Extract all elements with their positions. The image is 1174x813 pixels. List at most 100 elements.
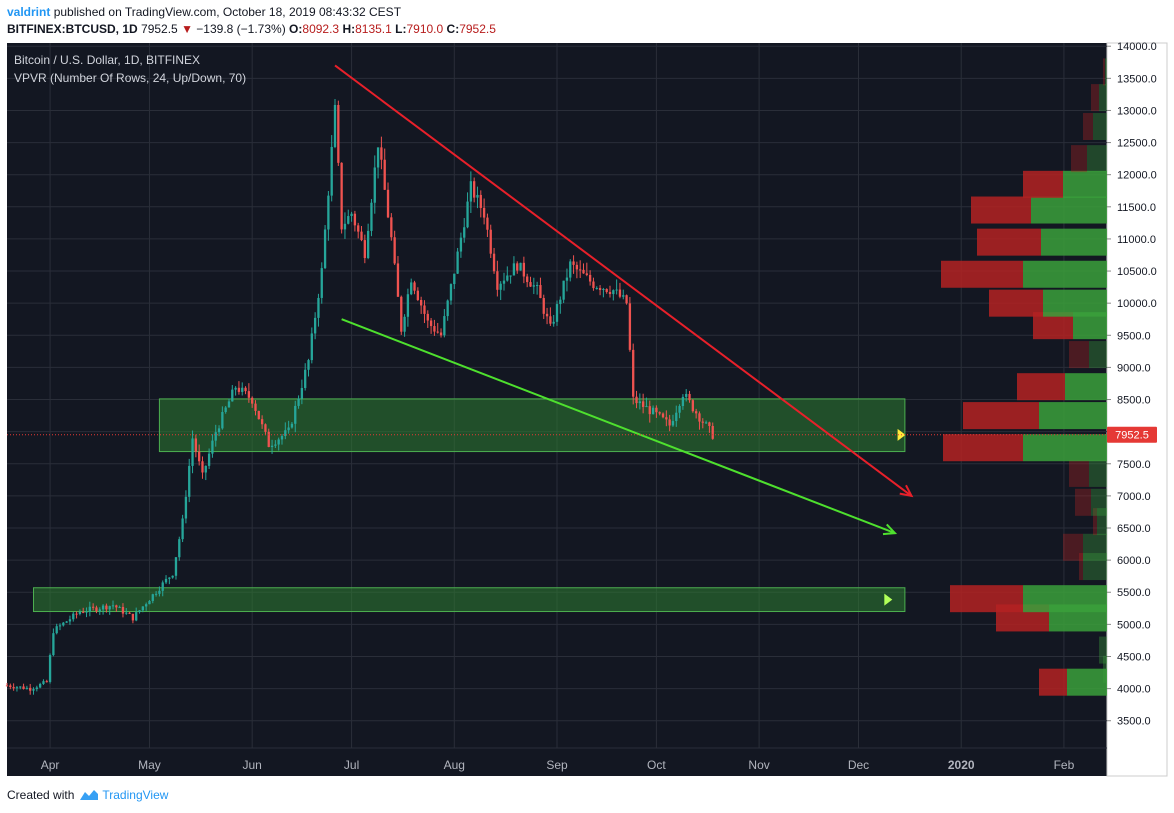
candle-body — [231, 389, 234, 402]
support-line — [341, 318, 896, 535]
candle-body — [307, 360, 310, 370]
candle-body — [178, 539, 181, 558]
candle-body — [290, 423, 294, 428]
candle-body — [380, 147, 383, 160]
candle-body — [555, 304, 559, 322]
candle-body — [443, 316, 446, 336]
support-arrowhead — [882, 523, 898, 536]
time-axis[interactable]: Apr May Jun Jul Aug Sep Oct Nov Dec 2020 Feb — [7, 747, 1107, 772]
candle-body — [645, 406, 648, 408]
price-tick-label: 7000.0 — [1117, 491, 1151, 503]
candle-body — [320, 268, 323, 298]
candle-body — [386, 189, 390, 218]
resistance-arrowhead — [899, 484, 914, 498]
price-tick-label: 13500.0 — [1117, 73, 1157, 85]
price-axis[interactable]: 3500.0 4000.0 4500.0 5000.0 5500.0 6000.0 6500… — [1107, 41, 1157, 728]
price-change: −139.8 (−1.73%) — [196, 22, 286, 36]
candle-body — [466, 201, 469, 228]
vp-down-9 — [1069, 459, 1089, 487]
open-value: 8092.3 — [302, 22, 340, 36]
candle-body — [569, 261, 572, 278]
candle-body — [516, 263, 519, 271]
time-tick-label: Feb — [1054, 758, 1075, 772]
footer-credit: Created with TradingView — [7, 788, 168, 805]
candle-body — [72, 613, 75, 620]
candle-body — [532, 285, 535, 287]
tradingview-link[interactable]: TradingView — [102, 788, 169, 802]
candle-body — [101, 605, 105, 610]
candle-body — [403, 316, 406, 332]
candle-body — [363, 240, 366, 259]
vp-up-0 — [1067, 668, 1107, 696]
vp-up-2 — [1099, 636, 1107, 664]
time-tick-label: Nov — [748, 758, 769, 772]
volume-profile — [941, 58, 1107, 696]
lower-zone — [33, 587, 906, 613]
price-tag: 7952.5 — [1107, 426, 1157, 443]
candle-body — [42, 681, 45, 684]
candle-body — [423, 305, 426, 314]
candle-body — [12, 687, 15, 689]
author-name[interactable]: valdrint — [7, 5, 51, 19]
candle-body — [608, 292, 612, 295]
candle-body — [151, 594, 154, 601]
candle-body — [588, 274, 592, 282]
candle-body — [509, 275, 512, 277]
chart-legend-title: Bitcoin / U.S. Dollar, 1D, BITFINEX — [14, 53, 200, 67]
candle-body — [694, 411, 698, 414]
candle-body — [582, 269, 585, 274]
candle-body — [148, 600, 151, 605]
candle-body — [317, 297, 320, 318]
vp-up-9 — [1089, 459, 1107, 487]
low-label: L: — [395, 22, 407, 36]
candle-body — [496, 271, 499, 290]
indicator-legend: VPVR (Number Of Rows, 24, Up/Down, 70) — [14, 71, 246, 85]
price-axis-background[interactable] — [1106, 42, 1168, 777]
candle-body — [88, 606, 91, 612]
candle-body — [38, 683, 42, 688]
vp-down-20 — [1071, 145, 1087, 173]
time-tick-label: Jun — [243, 758, 262, 772]
candle-body — [410, 282, 413, 295]
vp-down-18 — [971, 196, 1031, 224]
candle-body — [241, 387, 244, 392]
vp-up-20 — [1087, 145, 1107, 173]
candle-body — [257, 410, 260, 420]
candle-body — [366, 230, 370, 259]
candle-body — [45, 681, 48, 683]
vp-down-17 — [977, 228, 1041, 256]
candle-body — [82, 611, 85, 613]
candle-body — [562, 280, 565, 300]
candle-body — [529, 282, 532, 287]
candle-body — [419, 299, 423, 306]
candle-body — [25, 687, 29, 689]
candle-body — [251, 397, 254, 404]
candle-body — [198, 451, 201, 462]
candle-body — [111, 605, 115, 607]
price-tick-label: 5500.0 — [1117, 587, 1151, 599]
price-chart[interactable]: 3500.0 4000.0 4500.0 5000.0 5500.0 6000.0 6500… — [0, 40, 1174, 780]
candle-body — [658, 412, 661, 414]
candle-body — [62, 622, 65, 626]
candle-body — [9, 685, 12, 688]
candle-body — [300, 387, 304, 399]
candle-body — [29, 687, 32, 691]
candle-body — [174, 557, 178, 576]
candle-body — [221, 411, 224, 429]
current-price-tag-text: 7952.5 — [1115, 430, 1149, 442]
candle-body — [55, 626, 58, 634]
vp-up-17 — [1041, 228, 1107, 256]
candle-body — [698, 413, 701, 422]
candle-body — [58, 625, 62, 627]
candle-body — [350, 213, 353, 217]
open-label: O: — [289, 22, 303, 36]
vp-up-10 — [1023, 434, 1107, 462]
candle-body — [665, 417, 668, 420]
price-tick-label: 12500.0 — [1117, 138, 1157, 150]
candle-body — [244, 387, 247, 392]
price-tick-label: 11000.0 — [1117, 234, 1156, 246]
candle-body — [711, 425, 714, 439]
time-tick-label: May — [138, 758, 161, 772]
candle-body — [635, 396, 638, 404]
close-value: 7952.5 — [459, 22, 496, 36]
